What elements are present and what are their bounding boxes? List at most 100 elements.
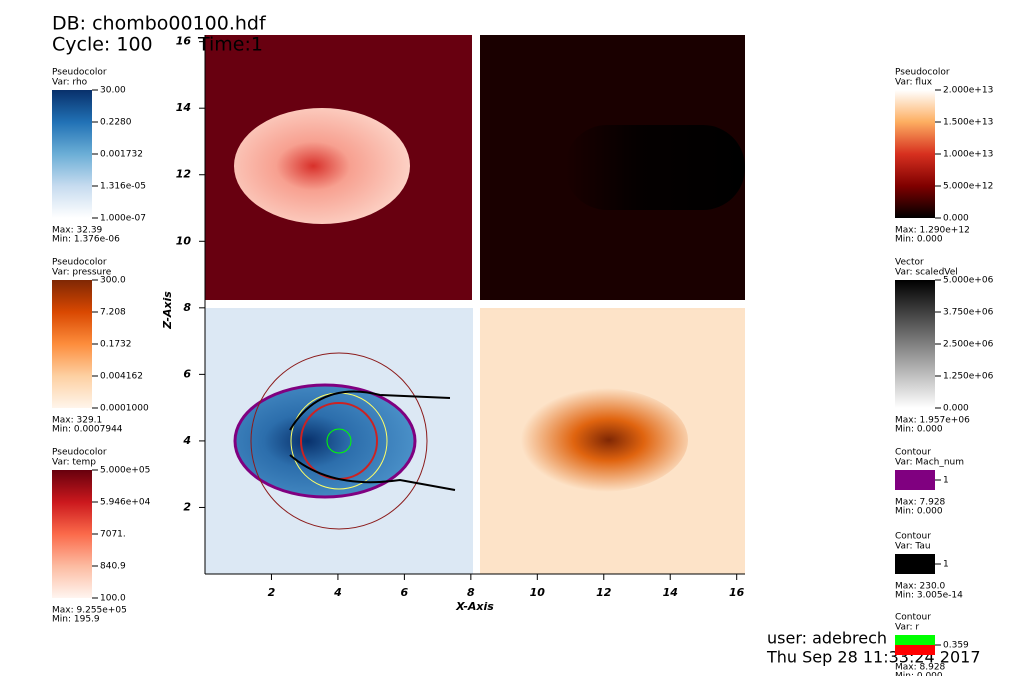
legend-max: Max: 230.0 xyxy=(895,582,946,592)
legend-label: 0.0001000 xyxy=(100,404,149,414)
plot-panels xyxy=(205,35,745,574)
y-tick-label: 14 xyxy=(176,101,191,114)
legend-swatch xyxy=(895,635,935,645)
legend-var: Var: scaledVel xyxy=(895,268,958,278)
legend-var: Var: Mach_num xyxy=(895,458,964,468)
x-tick-label: 8 xyxy=(467,586,475,599)
legend-colorbar xyxy=(52,470,92,598)
y-tick-label: 4 xyxy=(182,434,191,447)
y-tick-label: 2 xyxy=(183,500,191,513)
legend-min: Min: 0.0007944 xyxy=(52,425,123,435)
legend-colorbar xyxy=(895,90,935,218)
legend-label: 5.946e+04 xyxy=(100,498,151,508)
legend-label: 1.250e+06 xyxy=(943,372,994,382)
legend-min: Min: 0.000 xyxy=(895,425,943,435)
pressure-blob xyxy=(512,388,688,492)
legend-kind: Contour xyxy=(895,532,931,542)
legend-min: Min: 1.376e-06 xyxy=(52,235,120,245)
legend-var: Var: rho xyxy=(52,78,88,88)
legend-max: Max: 1.957e+06 xyxy=(895,416,970,426)
legend-max: Max: 9.255e+05 xyxy=(52,606,127,616)
legend-kind: Pseudocolor xyxy=(52,258,107,268)
legend-min: Min: 0.000 xyxy=(895,235,943,245)
y-tick-label: 6 xyxy=(183,367,191,380)
x-axis-label: X-Axis xyxy=(455,600,494,613)
legend-label: 0.001732 xyxy=(100,150,143,160)
legend-label: 5.000e+05 xyxy=(100,466,150,476)
user-label: user: adebrech xyxy=(767,629,887,648)
legend-kind: Contour xyxy=(895,448,931,458)
legend-label: 5.000e+12 xyxy=(943,182,993,192)
legend-label: 0.2280 xyxy=(100,118,132,128)
legend-label: 100.0 xyxy=(100,594,126,604)
legend-label: 3.750e+06 xyxy=(943,308,994,318)
legend-label: 0.004162 xyxy=(100,372,143,382)
y-tick-label: 8 xyxy=(183,301,191,314)
legend-colorbar xyxy=(52,280,92,408)
time-label: Time:1 xyxy=(197,34,263,56)
legend-label: 1 xyxy=(943,476,949,486)
mach-contour xyxy=(233,383,417,499)
x-tick-label: 10 xyxy=(530,586,546,599)
legend-min: Min: 3.005e-14 xyxy=(895,591,963,601)
legend-kind: Pseudocolor xyxy=(52,448,107,458)
r-contour-outer xyxy=(250,352,428,530)
legend-var: Var: pressure xyxy=(52,268,112,278)
legend-label: 0.000 xyxy=(943,404,969,414)
legend-max: Max: 8.928 xyxy=(895,663,946,673)
legend-var: Var: Tau xyxy=(895,542,931,552)
y-tick-label: 16 xyxy=(176,35,192,48)
x-tick-label: 16 xyxy=(729,586,745,599)
y-axis-label: Z-Axis xyxy=(161,291,174,330)
legend-label: 30.00 xyxy=(100,86,126,96)
legend-label: 1.500e+13 xyxy=(943,118,993,128)
legend-max: Max: 32.39 xyxy=(52,226,103,236)
tau-contour xyxy=(289,390,456,491)
legend-label: 840.9 xyxy=(100,562,126,572)
legend-min: Min: 0.000 xyxy=(895,507,943,517)
legend-swatch xyxy=(895,645,935,655)
legend-colorbar xyxy=(895,280,935,408)
legend-colorbar xyxy=(52,90,92,218)
legend-label: 1 xyxy=(943,560,949,570)
cycle-label: Cycle: 100 xyxy=(52,34,153,56)
x-tick-label: 12 xyxy=(596,586,612,599)
legend-min: Min: 195.9 xyxy=(52,615,100,625)
r-contour-inner xyxy=(326,428,352,454)
legend-label: 2.500e+06 xyxy=(943,340,994,350)
legend-label: 2.000e+13 xyxy=(943,86,993,96)
legend-var: Var: temp xyxy=(52,458,96,468)
rho-blob xyxy=(234,108,410,224)
legend-label: 5.000e+06 xyxy=(943,276,994,286)
legend-label: 0.000 xyxy=(943,214,969,224)
legend-label: 0.1732 xyxy=(100,340,132,350)
y-tick-label: 12 xyxy=(176,168,192,181)
legend-label: 7.208 xyxy=(100,308,126,318)
x-tick-label: 4 xyxy=(333,586,342,599)
x-tick-label: 14 xyxy=(663,586,678,599)
flux-shadow xyxy=(565,125,745,210)
legend-swatch xyxy=(895,554,935,574)
legend-max: Max: 7.928 xyxy=(895,498,946,508)
legend-label: 300.0 xyxy=(100,276,126,286)
x-tick-label: 6 xyxy=(401,586,409,599)
legend-kind: Pseudocolor xyxy=(52,68,107,78)
legend-label: 1.316e-05 xyxy=(100,182,146,192)
legend-label: 7071. xyxy=(100,530,126,540)
legend-label: 0.359 xyxy=(943,641,969,651)
legend-min: Min: 0.000 xyxy=(895,672,943,676)
legend-swatch xyxy=(895,470,935,490)
db-title: DB: chombo00100.hdf xyxy=(52,13,267,35)
x-tick-label: 2 xyxy=(268,586,276,599)
legend-label: 1.000e+13 xyxy=(943,150,993,160)
legend-kind: Contour xyxy=(895,613,931,623)
legend-max: Max: 1.290e+12 xyxy=(895,226,970,236)
legend-var: Var: r xyxy=(895,623,919,633)
legend-kind: Pseudocolor xyxy=(895,68,950,78)
legend-label: 1.000e-07 xyxy=(100,214,146,224)
legend-max: Max: 329.1 xyxy=(52,416,102,426)
y-tick-label: 10 xyxy=(176,234,192,247)
legend-kind: Vector xyxy=(895,258,924,268)
legend-var: Var: flux xyxy=(895,78,933,88)
